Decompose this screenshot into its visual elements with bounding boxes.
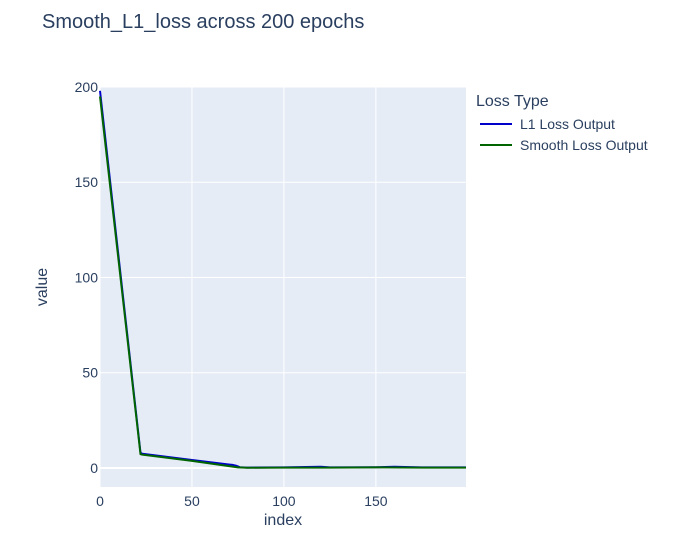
legend-label: L1 Loss Output: [520, 116, 615, 132]
y-tick-label: 50: [82, 365, 98, 381]
plot-area: [100, 87, 466, 487]
y-tick-label: 200: [75, 79, 99, 95]
y-axis-title: value: [34, 268, 51, 306]
y-tick-label: 150: [75, 174, 99, 190]
y-tick-label: 100: [75, 269, 99, 285]
series-line: [99, 96, 466, 469]
legend: Loss Type L1 Loss Output Smooth Loss Outp…: [476, 93, 648, 153]
x-tick-label: 50: [184, 493, 200, 509]
legend-label: Smooth Loss Output: [520, 137, 648, 153]
legend-title: Loss Type: [476, 93, 549, 110]
chart-title: Smooth_L1_loss across 200 epochs: [42, 11, 364, 33]
x-tick-label: 0: [96, 493, 104, 509]
x-axis-title: index: [264, 512, 302, 529]
series-layer: [99, 90, 466, 469]
tick-labels: 0 50 100 150 0 50 100 150 200: [75, 79, 388, 509]
x-tick-label: 100: [272, 493, 296, 509]
y-tick-label: 0: [90, 460, 98, 476]
x-tick-label: 150: [364, 493, 388, 509]
